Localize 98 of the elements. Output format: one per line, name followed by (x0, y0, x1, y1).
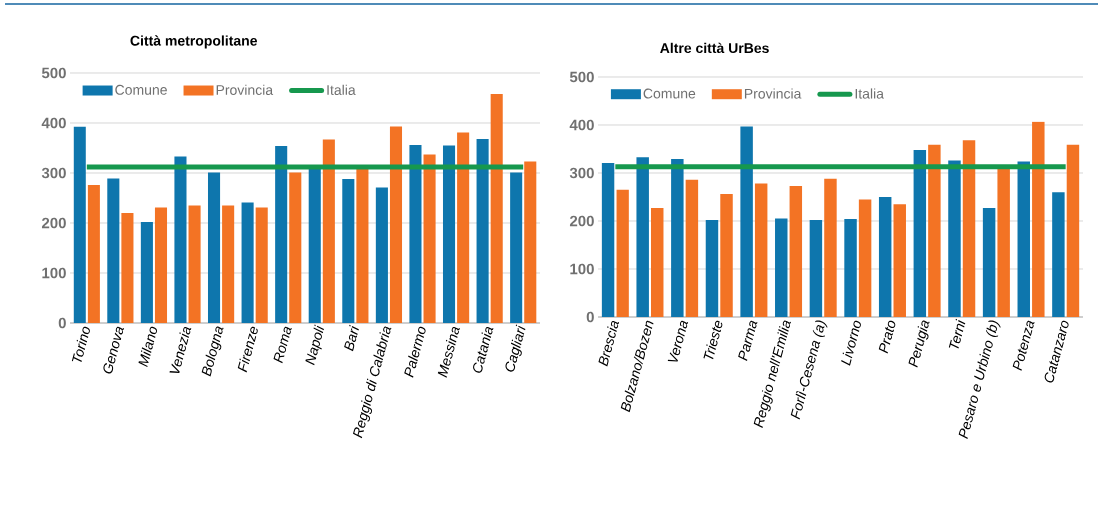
bar (476, 138, 489, 323)
bar (207, 172, 221, 323)
y-tick-label: 300 (569, 167, 594, 179)
bar (858, 199, 872, 317)
bar (844, 219, 857, 317)
bar (893, 204, 906, 317)
bar (754, 183, 768, 317)
x-tick-label: Torino (71, 326, 90, 362)
bar (222, 205, 235, 323)
y-tick-label: 200 (41, 217, 66, 229)
x-tick-label: Terni (948, 318, 966, 349)
y-tick-label: 0 (58, 317, 66, 329)
bar (409, 144, 422, 323)
bar (322, 139, 335, 323)
y-tick-label: 300 (41, 167, 66, 179)
x-tick-label: Livorno (841, 320, 861, 366)
x-tick-label: Napoli (305, 324, 324, 366)
x-tick-label: Milano (138, 326, 158, 368)
bar (1052, 192, 1065, 317)
bar (442, 145, 456, 323)
x-tick-label: Bologna (201, 326, 224, 377)
bar (997, 168, 1010, 317)
bar (389, 126, 403, 323)
bar (510, 172, 523, 323)
bar (188, 205, 201, 323)
bar (878, 196, 892, 317)
x-tick-label: Perugia (908, 320, 930, 368)
bar (121, 212, 134, 323)
x-tick-label: Palermo (404, 326, 426, 378)
bar (524, 161, 537, 323)
chart-title: Altre città UrBes (660, 42, 769, 54)
y-tick-label: 400 (569, 119, 594, 131)
legend-label: Comune (643, 88, 696, 99)
x-tick-label: Bari (344, 324, 359, 352)
y-tick-label: 100 (570, 263, 594, 275)
x-tick-label: Cagliari (505, 324, 526, 372)
bar (1066, 144, 1080, 317)
x-tick-label: Catania (473, 326, 494, 373)
bar (982, 208, 996, 317)
bar (154, 207, 168, 323)
y-tick-label: 400 (41, 117, 66, 129)
bar (490, 93, 503, 323)
bar (275, 145, 288, 323)
bar (73, 126, 86, 323)
legend-label: Italia (855, 88, 884, 99)
legend-label: Italia (327, 84, 356, 95)
bar (775, 218, 788, 317)
bar (809, 220, 823, 317)
legend-label: Provincia (744, 88, 802, 99)
bar (289, 172, 302, 323)
bar (601, 162, 615, 317)
y-tick-label: 200 (569, 215, 594, 227)
bar (705, 220, 719, 317)
x-tick-label: Trieste (703, 320, 723, 360)
bar (87, 184, 100, 323)
x-tick-label: Genova (103, 326, 124, 374)
y-tick-label: 100 (42, 267, 66, 279)
x-tick-label: Verona (667, 320, 689, 362)
legend-label: Provincia (216, 84, 274, 95)
bar (616, 189, 629, 317)
y-tick-label: 500 (569, 71, 594, 83)
x-tick-label: Potenza (1012, 320, 1035, 371)
bar (671, 159, 684, 317)
legend-label: Comune (115, 84, 167, 95)
bar (140, 221, 153, 323)
bar (107, 178, 120, 323)
bar (375, 187, 388, 323)
bar (423, 154, 436, 323)
bar (255, 207, 268, 323)
bar (740, 126, 753, 317)
x-tick-label: Brescia (598, 320, 620, 367)
bar (928, 144, 941, 317)
bar (356, 167, 369, 323)
bar (789, 185, 803, 317)
chart-title: Città metropolitane (130, 35, 258, 49)
y-tick-label: 500 (41, 67, 66, 79)
bar (174, 156, 187, 323)
bar (824, 178, 837, 317)
x-tick-label: Prato (878, 320, 896, 354)
bar (651, 208, 664, 317)
bar (308, 166, 321, 323)
bar (342, 178, 355, 323)
x-tick-label: Messina (437, 326, 460, 378)
bar (1032, 121, 1045, 317)
y-tick-label: 0 (586, 311, 594, 323)
bar (457, 132, 470, 323)
bar (1017, 161, 1030, 317)
bar (685, 179, 699, 317)
bar (948, 160, 961, 317)
bar (962, 140, 976, 317)
x-tick-label: Venezia (169, 326, 192, 373)
bar (241, 202, 254, 323)
bar (913, 149, 927, 317)
bar (720, 194, 733, 317)
bar (636, 157, 649, 317)
x-tick-label: Parma (738, 320, 758, 362)
x-tick-label: Firenze (237, 326, 258, 373)
x-tick-label: Roma (273, 326, 292, 364)
